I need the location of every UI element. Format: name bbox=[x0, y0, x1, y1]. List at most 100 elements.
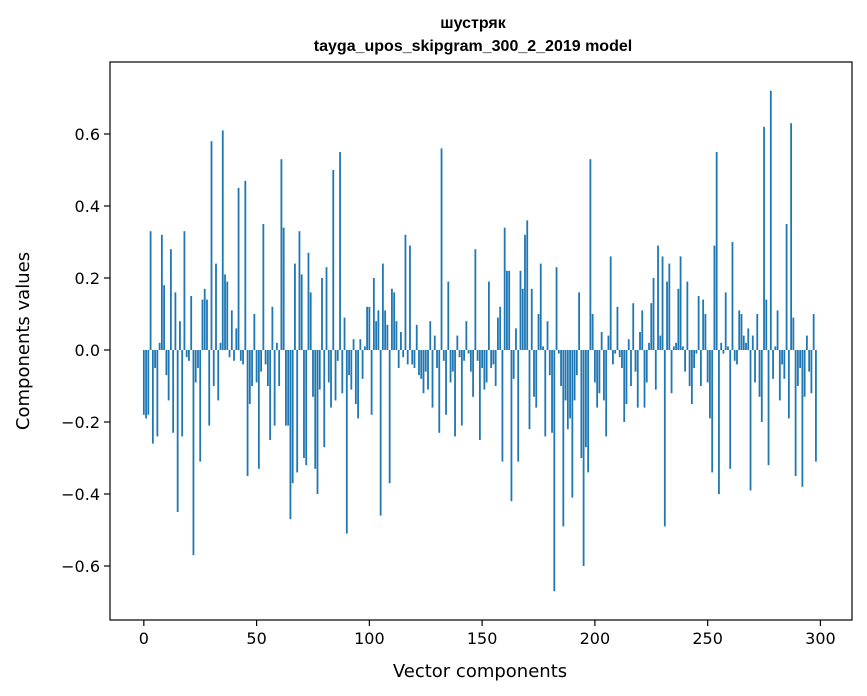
bar bbox=[179, 321, 181, 350]
bar bbox=[395, 321, 398, 350]
bar bbox=[760, 350, 763, 422]
bar bbox=[192, 350, 195, 556]
bar bbox=[384, 310, 387, 350]
bar bbox=[422, 350, 425, 394]
y-tick-label: 0.2 bbox=[75, 269, 100, 288]
bar bbox=[733, 350, 736, 361]
bar bbox=[167, 350, 170, 401]
bar bbox=[411, 350, 414, 365]
bar bbox=[420, 350, 423, 379]
bar bbox=[695, 350, 698, 354]
bar bbox=[271, 306, 274, 350]
x-tick-label: 100 bbox=[354, 629, 385, 648]
y-tick-label: −0.2 bbox=[61, 413, 100, 432]
bar bbox=[618, 350, 621, 358]
y-tick-label: 0.4 bbox=[75, 197, 100, 216]
bar bbox=[235, 328, 238, 350]
bar bbox=[657, 245, 659, 350]
bar bbox=[316, 350, 319, 494]
bar bbox=[221, 130, 224, 350]
bar bbox=[803, 350, 806, 397]
bar bbox=[472, 350, 474, 397]
bar bbox=[447, 281, 450, 350]
bar bbox=[785, 224, 788, 350]
bar bbox=[709, 350, 711, 419]
bar bbox=[772, 350, 774, 379]
bar bbox=[352, 339, 355, 350]
bar bbox=[650, 303, 653, 350]
bar bbox=[400, 332, 402, 350]
bar bbox=[474, 249, 477, 350]
bar bbox=[621, 350, 623, 368]
bar bbox=[747, 328, 750, 350]
bar bbox=[740, 314, 743, 350]
x-tick-label: 50 bbox=[246, 629, 266, 648]
x-tick-label: 300 bbox=[805, 629, 836, 648]
bar bbox=[343, 317, 346, 350]
bar bbox=[151, 350, 154, 444]
bar bbox=[729, 350, 732, 469]
bar bbox=[812, 314, 815, 350]
bar bbox=[458, 350, 461, 358]
bar bbox=[436, 350, 438, 368]
bar bbox=[451, 350, 454, 372]
x-axis-label: Vector components bbox=[393, 661, 567, 682]
bar bbox=[609, 256, 612, 350]
bar bbox=[627, 339, 630, 350]
bar bbox=[203, 288, 206, 350]
bar bbox=[197, 350, 199, 368]
bar bbox=[253, 314, 256, 350]
bar bbox=[217, 350, 220, 401]
bar bbox=[185, 350, 188, 358]
bar bbox=[702, 299, 705, 350]
bar bbox=[778, 350, 781, 401]
bar bbox=[485, 350, 488, 383]
bar bbox=[652, 278, 655, 350]
bar bbox=[325, 267, 328, 350]
bar bbox=[206, 299, 208, 350]
bar bbox=[542, 346, 544, 350]
bar bbox=[449, 350, 452, 383]
bar bbox=[808, 350, 811, 372]
bar bbox=[794, 350, 797, 476]
bar bbox=[149, 231, 152, 350]
x-tick-label: 150 bbox=[467, 629, 498, 648]
bar bbox=[738, 310, 741, 350]
bar bbox=[282, 227, 285, 350]
bar bbox=[571, 350, 574, 498]
bar bbox=[372, 278, 375, 350]
bar bbox=[497, 317, 499, 350]
bar bbox=[634, 350, 637, 372]
bar bbox=[711, 350, 714, 473]
bar bbox=[483, 350, 486, 390]
bar bbox=[681, 346, 684, 350]
bar bbox=[188, 350, 190, 361]
bar bbox=[512, 350, 515, 379]
bar bbox=[596, 350, 599, 408]
bar bbox=[246, 350, 249, 476]
bar bbox=[239, 350, 242, 361]
bar bbox=[285, 350, 287, 426]
bar bbox=[266, 350, 269, 386]
bar bbox=[625, 350, 628, 404]
bar bbox=[445, 350, 447, 415]
bar bbox=[442, 350, 445, 361]
bar bbox=[334, 350, 337, 401]
bar bbox=[388, 350, 391, 484]
bar bbox=[321, 278, 323, 350]
bar bbox=[176, 350, 179, 512]
bar bbox=[156, 350, 159, 437]
bar bbox=[598, 350, 601, 394]
bar bbox=[291, 350, 294, 484]
bar bbox=[165, 350, 168, 376]
bar bbox=[303, 350, 305, 458]
bar bbox=[506, 270, 508, 350]
bar bbox=[402, 350, 405, 358]
bar bbox=[463, 350, 465, 361]
bar bbox=[309, 292, 312, 350]
bar bbox=[312, 350, 314, 397]
bar bbox=[172, 350, 175, 433]
bar bbox=[582, 350, 585, 566]
bar bbox=[323, 350, 326, 448]
